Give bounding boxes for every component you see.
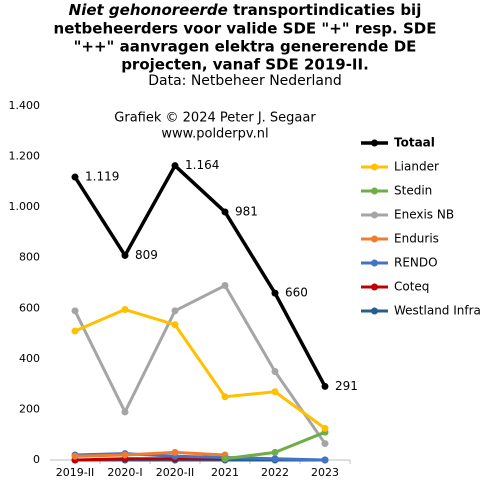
data-point [71,307,79,315]
x-tick-label: 2020-I [107,466,142,479]
data-label: 809 [135,248,158,262]
legend-label: RENDO [394,256,438,270]
data-point [71,327,79,335]
data-point [171,321,179,329]
legend-marker [371,259,378,267]
legend-marker [371,307,378,315]
data-point [321,456,329,464]
data-point [121,251,129,259]
x-tick-label: 2023 [311,466,339,479]
data-point [171,448,179,456]
y-tick-label: 1.400 [9,99,41,112]
x-tick-label: 2019-II [56,466,94,479]
data-point [271,289,279,297]
y-tick-label: 800 [19,251,40,264]
x-tick-label: 2022 [261,466,289,479]
data-label: 660 [285,286,308,300]
data-point [321,424,329,432]
legend-marker [371,235,378,243]
legend-marker [371,211,378,219]
data-point [321,382,329,390]
data-point [71,173,79,181]
title-emphasis: Niet gehonoreerde [69,1,228,19]
data-point [121,451,129,459]
series-line [73,163,327,388]
legend-label: Coteq [394,280,429,294]
legend-marker [371,163,378,171]
data-point [221,282,229,290]
data-point [221,208,229,216]
data-point [221,455,229,463]
subtitle: Data: Netbeheer Nederland [148,73,342,89]
y-tick-label: 600 [19,301,40,314]
data-point [221,393,229,401]
legend-label: Enexis NB [394,208,454,222]
data-point [271,455,279,463]
data-point [171,162,179,170]
data-point [171,307,179,315]
y-tick-label: 1.000 [9,200,41,213]
y-tick-label: 400 [19,352,40,365]
legend-marker [371,187,378,195]
legend-label: Totaal [394,136,435,150]
title-line: transportindicaties bij [228,1,422,19]
data-point [121,408,129,416]
legend-label: Stedin [394,184,432,198]
series-line [73,284,327,445]
data-label: 981 [235,204,258,218]
data-point [271,368,279,375]
chart-title: Niet gehonoreerde transportindicaties bi… [69,1,422,19]
data-point [71,452,79,460]
y-tick-label: 0 [33,453,40,466]
x-tick-label: 2021 [211,466,239,479]
annotation: Grafiek © 2024 Peter J. Segaar [114,111,316,126]
y-tick-label: 1.200 [9,150,41,163]
legend-marker [371,283,378,291]
title-line: netbeheerders voor valide SDE "+" resp. … [54,20,437,38]
series-line [74,450,226,458]
y-tick-label: 200 [19,402,40,415]
legend-label: Westland Infra [394,304,481,318]
legend-marker [371,139,378,147]
data-point [271,448,279,456]
data-label: 1.164 [185,158,219,172]
data-point [321,440,329,448]
series-line [74,457,225,462]
data-label: 291 [335,379,358,393]
title-line: "++" aanvragen elektra genererende DE [74,38,417,56]
data-point [271,388,279,396]
series-line [74,308,326,430]
legend-label: Liander [394,160,439,174]
title-line: projecten, vanaf SDE 2019-II. [121,56,369,74]
data-point [121,306,129,314]
x-tick-label: 2020-II [156,466,194,479]
legend-label: Enduris [394,232,439,246]
annotation: www.polderpv.nl [161,127,268,142]
data-label: 1.119 [85,170,119,184]
